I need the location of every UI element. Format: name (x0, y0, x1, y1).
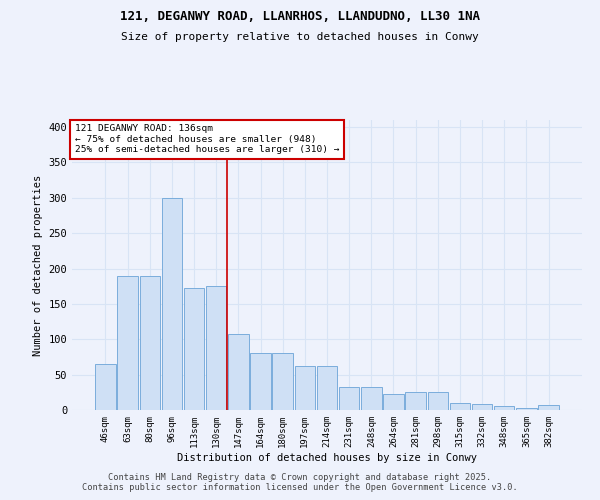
Text: Contains HM Land Registry data © Crown copyright and database right 2025.
Contai: Contains HM Land Registry data © Crown c… (82, 473, 518, 492)
Bar (383, 394, 404, 410)
Bar (140, 276, 160, 410)
Bar (295, 366, 315, 410)
Bar (361, 386, 382, 410)
X-axis label: Distribution of detached houses by size in Conwy: Distribution of detached houses by size … (177, 452, 477, 462)
Bar (118, 276, 138, 410)
Bar (228, 334, 248, 410)
Bar (184, 288, 204, 410)
Bar (272, 354, 293, 410)
Bar (472, 404, 493, 410)
Bar (206, 286, 226, 410)
Text: Size of property relative to detached houses in Conwy: Size of property relative to detached ho… (121, 32, 479, 42)
Bar (494, 406, 514, 410)
Bar (317, 366, 337, 410)
Text: 121, DEGANWY ROAD, LLANRHOS, LLANDUDNO, LL30 1NA: 121, DEGANWY ROAD, LLANRHOS, LLANDUDNO, … (120, 10, 480, 23)
Bar (516, 408, 536, 410)
Bar (450, 403, 470, 410)
Bar (428, 392, 448, 410)
Bar (250, 354, 271, 410)
Bar (339, 386, 359, 410)
Y-axis label: Number of detached properties: Number of detached properties (33, 174, 43, 356)
Bar (95, 364, 116, 410)
Bar (161, 198, 182, 410)
Bar (538, 405, 559, 410)
Bar (406, 392, 426, 410)
Text: 121 DEGANWY ROAD: 136sqm
← 75% of detached houses are smaller (948)
25% of semi-: 121 DEGANWY ROAD: 136sqm ← 75% of detach… (74, 124, 339, 154)
